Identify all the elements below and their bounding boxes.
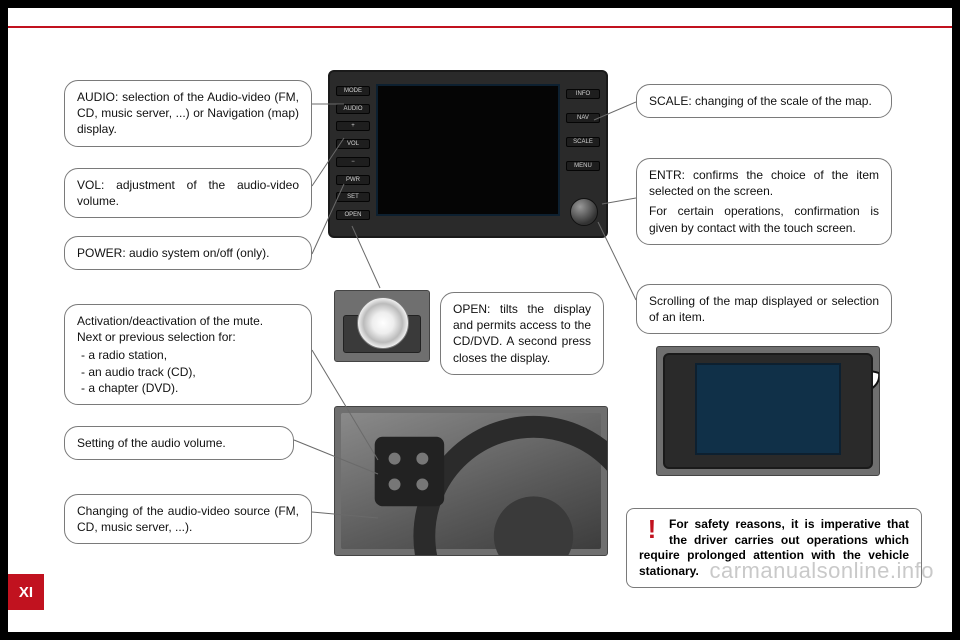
callout-mute-line1: Activation/deactivation of the mute. bbox=[77, 313, 299, 329]
unit-btn-set: SET bbox=[336, 192, 370, 202]
wheel-art bbox=[335, 407, 607, 556]
callout-setvol: Setting of the audio volume. bbox=[64, 426, 294, 460]
callout-scroll: Scrolling of the map displayed or select… bbox=[636, 284, 892, 334]
unit-btn-vol: VOL bbox=[336, 139, 370, 149]
cd-eject-illustration bbox=[334, 290, 430, 362]
touchscreen-photo bbox=[656, 346, 880, 476]
callout-mute-line2: Next or previous selection for: bbox=[77, 329, 299, 345]
unit-btn-menu: MENU bbox=[566, 161, 600, 171]
callout-entr-line1: ENTR: confirms the choice of the item se… bbox=[649, 167, 879, 199]
callout-entr-line2: For certain operations, confirmation is … bbox=[649, 203, 879, 235]
callout-mute: Activation/deactivation of the mute. Nex… bbox=[64, 304, 312, 405]
unit-btn-audio: AUDIO bbox=[336, 104, 370, 114]
callout-source: Changing of the audio-video source (FM, … bbox=[64, 494, 312, 544]
unit-dial bbox=[570, 198, 598, 226]
unit-btn-volup: + bbox=[336, 121, 370, 131]
mute-item-cd: an audio track (CD), bbox=[77, 364, 299, 380]
unit-btn-scale: SCALE bbox=[566, 137, 600, 147]
unit-right-buttons: INFO NAV SCALE MENU bbox=[566, 82, 600, 178]
unit-btn-open: OPEN bbox=[336, 210, 370, 220]
unit-btn-nav: NAV bbox=[566, 113, 600, 123]
unit-btn-mode: MODE bbox=[336, 86, 370, 96]
header-rule bbox=[8, 26, 952, 28]
callout-open: OPEN: tilts the display and permits acce… bbox=[440, 292, 604, 375]
nav-screen bbox=[376, 84, 560, 216]
callout-audio: AUDIO: selection of the Audio-video (FM,… bbox=[64, 80, 312, 147]
nav-head-unit: MODE AUDIO + VOL − PWR SET OPEN INFO NAV… bbox=[328, 70, 608, 238]
unit-left-buttons: MODE AUDIO + VOL − PWR SET OPEN bbox=[336, 82, 370, 224]
manual-page: AUDIO: selection of the Audio-video (FM,… bbox=[8, 8, 952, 632]
source-watermark: carmanualsonline.info bbox=[709, 558, 934, 584]
unit-btn-pwr: PWR bbox=[336, 175, 370, 185]
callout-vol: VOL: adjustment of the audio-video volum… bbox=[64, 168, 312, 218]
mute-item-dvd: a chapter (DVD). bbox=[77, 380, 299, 396]
unit-btn-info: INFO bbox=[566, 89, 600, 99]
unit-btn-voldn: − bbox=[336, 157, 370, 167]
steering-wheel-photo bbox=[334, 406, 608, 556]
chapter-tab: XI bbox=[8, 574, 44, 610]
callout-scale: SCALE: changing of the scale of the map. bbox=[636, 84, 892, 118]
callout-power: POWER: audio system on/off (only). bbox=[64, 236, 312, 270]
mute-item-radio: a radio station, bbox=[77, 347, 299, 363]
warning-icon: ! bbox=[639, 517, 665, 543]
callout-entr: ENTR: confirms the choice of the item se… bbox=[636, 158, 892, 245]
